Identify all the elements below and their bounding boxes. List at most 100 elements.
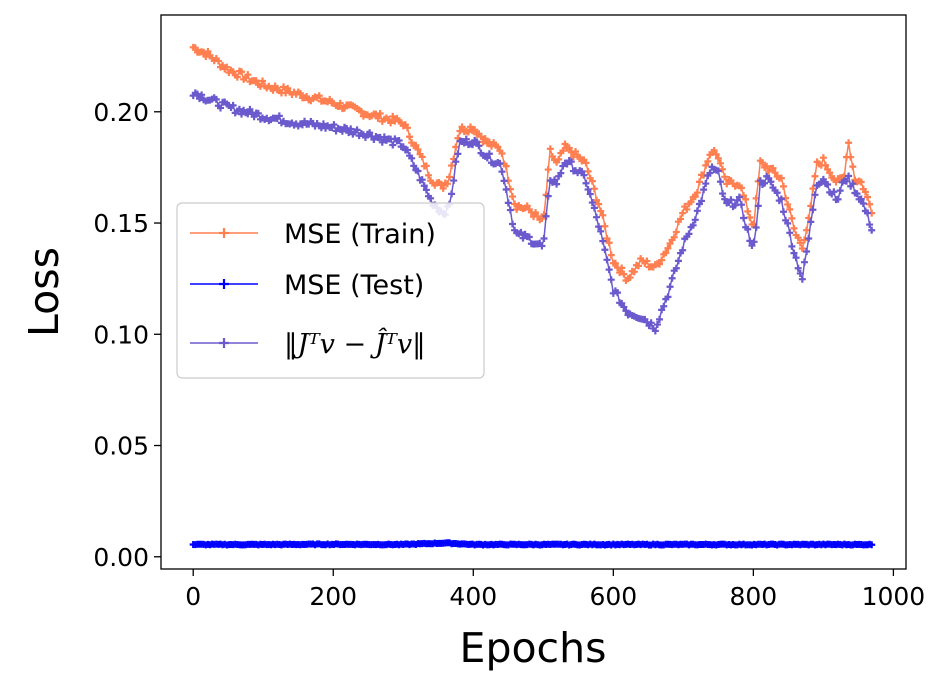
data-point <box>525 233 533 241</box>
data-point <box>572 147 580 155</box>
data-point <box>198 91 206 99</box>
x-axis: 0 200 400 600 800 1000 <box>185 569 925 611</box>
data-point <box>723 180 731 188</box>
data-point <box>603 235 611 243</box>
data-point <box>683 205 691 213</box>
data-point <box>471 126 479 134</box>
data-point <box>658 306 666 314</box>
data-point <box>677 215 685 223</box>
data-point <box>418 153 426 161</box>
data-point <box>811 191 819 199</box>
series-0 <box>189 43 876 284</box>
data-point <box>519 234 527 242</box>
data-point <box>420 182 428 190</box>
data-point <box>790 224 798 232</box>
data-point <box>807 218 815 226</box>
data-point <box>403 124 411 132</box>
data-point <box>582 179 590 187</box>
data-point <box>593 196 601 204</box>
data-point <box>792 254 800 262</box>
data-point <box>508 220 516 228</box>
data-point <box>805 234 813 242</box>
y-tick-label: 0.20 <box>93 98 149 127</box>
data-point <box>366 129 374 137</box>
data-point <box>582 159 590 167</box>
data-point <box>679 246 687 254</box>
data-point <box>523 202 531 210</box>
data-point <box>580 171 588 179</box>
data-point <box>508 193 516 201</box>
data-point <box>664 244 672 252</box>
data-point <box>863 209 871 217</box>
data-point <box>800 236 808 244</box>
data-point <box>319 120 327 128</box>
data-point <box>622 307 630 315</box>
data-point <box>513 205 521 213</box>
data-point <box>702 161 710 169</box>
data-point <box>786 229 794 237</box>
data-point <box>244 110 252 118</box>
y-tick-label: 0.05 <box>93 432 149 461</box>
data-point <box>250 113 258 121</box>
data-point <box>798 275 806 283</box>
data-point <box>469 141 477 149</box>
data-point <box>565 144 573 152</box>
data-point <box>452 158 460 166</box>
data-point <box>395 136 403 144</box>
data-point <box>767 178 775 186</box>
data-point <box>845 172 853 180</box>
data-point <box>790 249 798 257</box>
data-point <box>744 207 752 215</box>
data-point <box>620 270 628 278</box>
data-point <box>357 107 365 115</box>
data-point <box>748 242 756 250</box>
data-point <box>599 211 607 219</box>
x-tick-label: 200 <box>309 582 357 611</box>
x-tick-label: 600 <box>589 582 637 611</box>
data-point <box>666 240 674 248</box>
data-point <box>750 238 758 246</box>
data-point <box>859 200 867 208</box>
data-point <box>599 237 607 245</box>
data-point <box>672 228 680 236</box>
data-point <box>498 149 506 157</box>
data-point <box>849 180 857 188</box>
data-point <box>737 184 745 192</box>
data-point <box>544 166 552 174</box>
data-point <box>796 269 804 277</box>
data-point <box>853 190 861 198</box>
data-point <box>700 186 708 194</box>
data-point <box>546 145 554 153</box>
data-point <box>593 213 601 221</box>
data-point <box>439 184 447 192</box>
data-point <box>244 71 252 79</box>
data-point <box>668 274 676 282</box>
data-point <box>445 173 453 181</box>
data-point <box>614 289 622 297</box>
data-point <box>422 186 430 194</box>
data-point <box>754 202 762 210</box>
data-point <box>462 135 470 143</box>
data-point <box>448 162 456 170</box>
data-point <box>280 83 288 91</box>
y-axis: 0.00 0.05 0.10 0.15 0.20 <box>93 98 161 572</box>
data-point <box>746 214 754 222</box>
data-point <box>557 169 565 177</box>
data-point <box>740 214 748 222</box>
data-point <box>868 226 876 234</box>
data-point <box>196 95 204 103</box>
data-point <box>735 193 743 201</box>
data-point <box>588 177 596 185</box>
data-point <box>809 185 817 193</box>
data-point <box>229 101 237 109</box>
data-point <box>670 233 678 241</box>
data-point <box>618 264 626 272</box>
data-point <box>345 129 353 137</box>
data-point <box>212 95 220 103</box>
data-point <box>660 302 668 310</box>
data-point <box>578 167 586 175</box>
data-point <box>704 157 712 165</box>
data-point <box>742 195 750 203</box>
data-point <box>601 246 609 254</box>
data-point <box>740 192 748 200</box>
